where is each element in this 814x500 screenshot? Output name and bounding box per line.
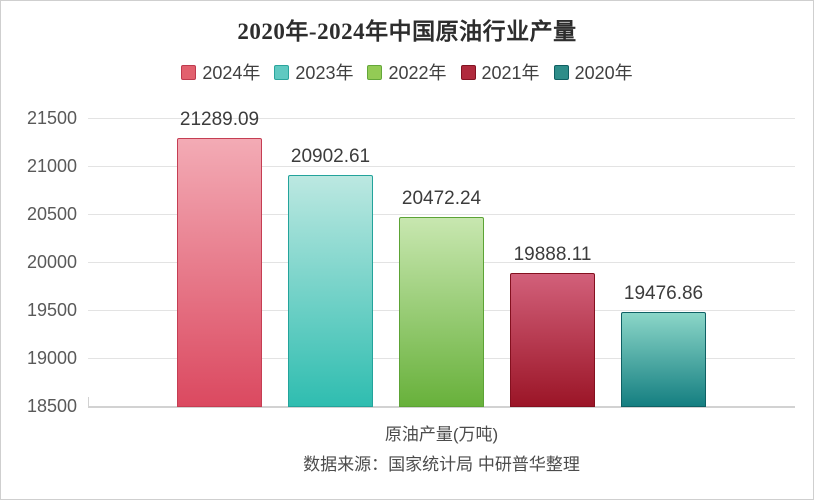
bar-2024年 [177, 138, 262, 407]
legend-swatch-icon [181, 64, 197, 80]
y-axis-tick-label: 20500 [26, 204, 77, 224]
axis-start-tick [88, 397, 89, 406]
data-source-note: 数据来源：国家统计局 中研普华整理 [303, 455, 580, 474]
bar-value-label: 20472.24 [401, 188, 482, 209]
legend-swatch-icon [460, 64, 476, 80]
gridline [88, 214, 795, 215]
bar-value-label: 20902.61 [290, 146, 371, 167]
legend-item-2021年: 2021年 [460, 59, 540, 85]
legend-item-2024年: 2024年 [181, 59, 260, 85]
bar-2022年 [399, 217, 484, 407]
y-axis-tick-label: 19000 [26, 348, 77, 368]
y-axis-tick-label: 18500 [26, 396, 77, 416]
legend-item-2023年: 2023年 [274, 59, 353, 85]
bar-value-label: 19888.11 [513, 244, 592, 265]
y-axis-tick-label: 21000 [26, 156, 77, 176]
legend-swatch-icon [274, 64, 290, 80]
legend-item-2020年: 2020年 [553, 59, 633, 85]
gridline [88, 406, 795, 408]
bar-2020年 [621, 312, 706, 407]
legend-item-2022年: 2022年 [367, 59, 447, 85]
legend-label: 2021年 [481, 63, 540, 83]
bar-2023年 [288, 175, 373, 407]
legend: 2024年 2023年 2022年 2021年 2020年 [1, 61, 813, 83]
bar-2021年 [510, 273, 595, 407]
legend-label: 2020年 [574, 63, 633, 83]
gridline [88, 166, 795, 167]
legend-label: 2022年 [388, 63, 447, 83]
gridline [88, 118, 795, 119]
bar-value-label: 21289.09 [179, 109, 260, 130]
y-axis-tick-label: 21500 [26, 108, 77, 128]
x-axis-label: 原油产量(万吨) [384, 425, 499, 444]
legend-label: 2024年 [202, 63, 261, 83]
y-axis-tick-label: 19500 [26, 300, 77, 320]
chart-title: 2020年-2024年中国原油行业产量 [237, 19, 577, 44]
y-axis-tick-label: 20000 [26, 252, 77, 272]
legend-swatch-icon [367, 64, 383, 80]
bar-value-label: 19476.86 [623, 283, 704, 304]
legend-swatch-icon [553, 64, 569, 80]
legend-label: 2023年 [295, 63, 354, 83]
